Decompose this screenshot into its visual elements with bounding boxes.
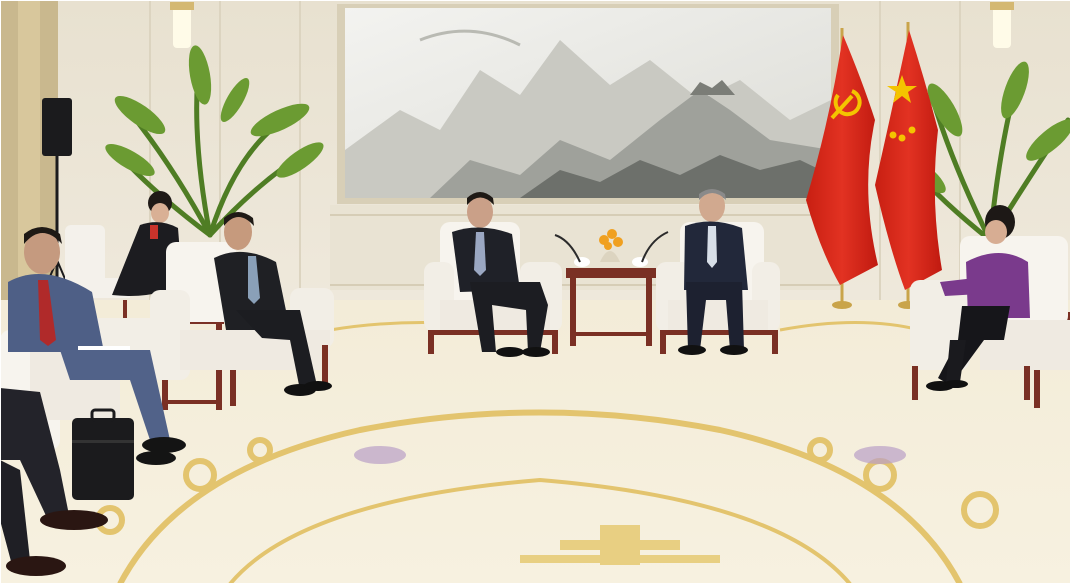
side-table-center xyxy=(554,229,669,346)
microphone-icon xyxy=(554,231,669,263)
person-foreground-left xyxy=(0,388,108,576)
wall-lamp-left xyxy=(170,2,194,48)
carpet-medallion xyxy=(520,525,720,565)
person-guest-center xyxy=(452,192,550,357)
person-delegate-left-mid xyxy=(214,212,332,396)
carpet-pattern xyxy=(95,321,999,584)
person-host-center xyxy=(678,189,748,355)
person-delegate-left-front xyxy=(8,227,186,465)
flag-icon xyxy=(875,22,942,309)
flag-icon xyxy=(806,28,878,309)
briefcase-icon xyxy=(72,408,134,500)
person-interpreter-right xyxy=(926,205,1030,391)
great-wall-painting xyxy=(337,4,839,204)
person-interpreter-left xyxy=(112,191,182,296)
wall-lamp-right xyxy=(990,2,1014,48)
potted-plant-icon xyxy=(105,45,324,238)
